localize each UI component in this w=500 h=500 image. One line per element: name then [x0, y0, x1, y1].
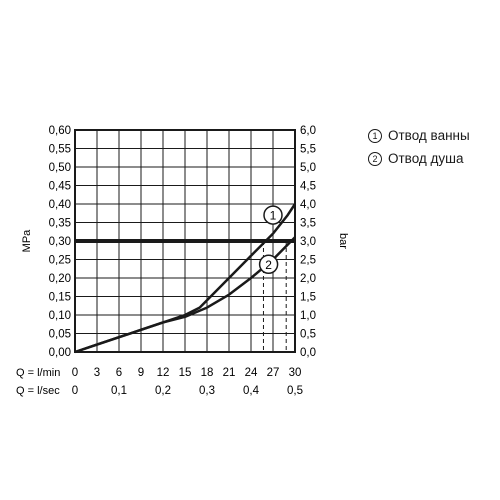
left-tick-label: 0,10: [49, 310, 71, 322]
dashed-drop-lines: [262, 241, 287, 352]
right-tick-label: 3,5: [300, 218, 316, 230]
right-axis-ticks: 0,0 0,5 1,0 1,5 2,0 2,5 3,0 3,5 4,0 4,5 5,0 5,5 6,0: [300, 125, 316, 359]
x-lsec-tick-label: 0: [72, 385, 78, 397]
right-tick-label: 0,0: [300, 347, 316, 359]
left-tick-label: 0,35: [49, 218, 71, 230]
legend-label-1: Отвод ванны: [388, 128, 470, 143]
x-lsec-tick-label: 0,3: [199, 385, 215, 397]
left-tick-label: 0,30: [49, 236, 71, 248]
right-tick-label: 2,5: [300, 255, 316, 267]
right-axis-label: bar: [337, 233, 349, 249]
left-tick-label: 0,15: [49, 292, 71, 304]
right-tick-label: 4,0: [300, 199, 316, 211]
left-axis-label: MPa: [21, 229, 33, 253]
x-lmin-tick-label: 6: [116, 367, 122, 379]
x-lmin-tick-label: 27: [267, 367, 280, 379]
right-tick-label: 0,5: [300, 329, 316, 341]
x-lsec-tick-label: 0,5: [287, 385, 303, 397]
x-lmin-tick-label: 3: [94, 367, 100, 379]
x-lmin-tick-label: 9: [138, 367, 144, 379]
left-tick-label: 0,00: [49, 347, 71, 359]
legend: 1 Отвод ванны 2 Отвод душа: [368, 124, 470, 170]
left-tick-label: 0,40: [49, 199, 71, 211]
series-markers: 12: [258, 205, 283, 275]
x-lsec-tick-label: 0,2: [155, 385, 171, 397]
x-lmin-tick-label: 12: [157, 367, 170, 379]
left-tick-label: 0,50: [49, 162, 71, 174]
left-tick-label: 0,45: [49, 181, 71, 193]
series-marker-label-2: 2: [265, 258, 272, 272]
x-lmin-tick-label: 15: [179, 367, 192, 379]
left-axis-ticks: 0,00 0,05 0,10 0,15 0,20 0,25 0,30 0,35 0,40 0,45…: [49, 125, 71, 359]
right-tick-label: 5,0: [300, 162, 316, 174]
legend-item-2: 2 Отвод душа: [368, 147, 470, 170]
x-lmin-tick-label: 18: [201, 367, 214, 379]
right-tick-label: 5,5: [300, 144, 316, 156]
right-tick-label: 3,0: [300, 236, 316, 248]
legend-marker-2: 2: [368, 151, 382, 166]
right-tick-label: 1,0: [300, 310, 316, 322]
right-tick-label: 4,5: [300, 181, 316, 193]
x-axis-lmin-ticks: 0 3 6 9 12 15 18 21 24 27 30: [72, 367, 302, 379]
x-lmin-tick-label: 0: [72, 367, 78, 379]
x-axis-lsec-label: Q = l/sec: [16, 385, 60, 397]
series-lines: [74, 203, 297, 354]
legend-label-2: Отвод душа: [388, 151, 464, 166]
legend-marker-1: 1: [368, 128, 382, 143]
left-tick-label: 0,55: [49, 144, 71, 156]
legend-item-1: 1 Отвод ванны: [368, 124, 470, 147]
right-tick-label: 1,5: [300, 292, 316, 304]
series-marker-circle-2: [258, 254, 279, 275]
series-line-2: [74, 236, 296, 354]
right-tick-label: 6,0: [300, 125, 316, 137]
x-lsec-tick-label: 0,4: [243, 385, 260, 397]
x-lmin-tick-label: 30: [289, 367, 302, 379]
x-axis-lmin-label: Q = l/min: [16, 367, 60, 379]
series-marker-label-1: 1: [270, 209, 277, 223]
left-tick-label: 0,05: [49, 329, 71, 341]
series-marker-circle-1: [263, 205, 283, 225]
x-lmin-tick-label: 21: [223, 367, 236, 379]
x-axis-lsec-ticks: 0 0,1 0,2 0,3 0,4 0,5: [72, 385, 303, 397]
left-tick-label: 0,60: [49, 125, 71, 137]
left-tick-label: 0,20: [49, 273, 71, 285]
x-lmin-tick-label: 24: [245, 367, 258, 379]
x-lsec-tick-label: 0,1: [111, 385, 127, 397]
left-tick-label: 0,25: [49, 255, 71, 267]
right-tick-label: 2,0: [300, 273, 316, 285]
